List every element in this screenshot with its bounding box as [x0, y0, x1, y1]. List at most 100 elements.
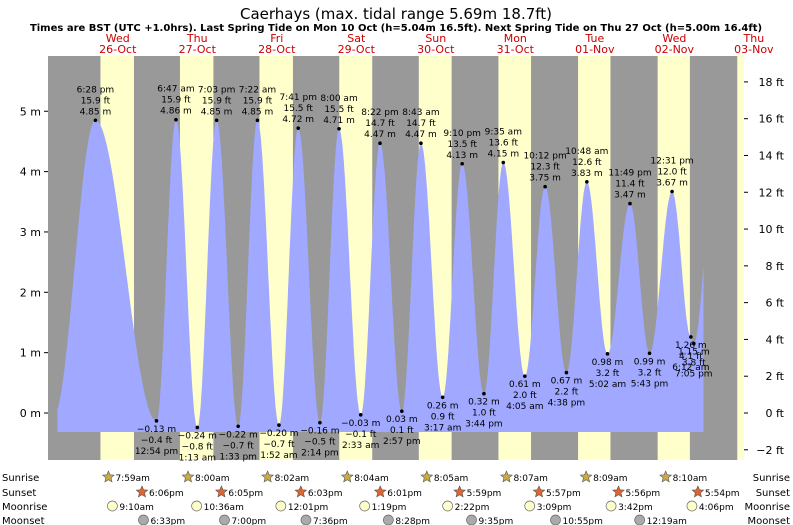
sunset-icon	[214, 485, 228, 498]
tide-height-ft: 14.7 ft	[365, 119, 395, 129]
tide-point	[358, 413, 363, 417]
tide-height-ft: 14.7 ft	[406, 119, 436, 129]
tide-time: 10:12 pm	[523, 152, 566, 162]
tide-point	[585, 180, 589, 184]
sunset-icon	[135, 485, 149, 498]
row-label-left: Moonset	[2, 516, 45, 525]
tide-point	[440, 395, 445, 400]
sunrise-icon	[181, 470, 195, 483]
tide-point	[482, 391, 486, 396]
tide-height-ft: 12.6 ft	[572, 158, 602, 168]
tide-time: 6:12 am	[672, 363, 709, 373]
right-tick-label: 0 ft	[766, 407, 785, 420]
moonset-time: 6:33pm	[150, 517, 185, 525]
tide-height-ft: 2.0 ft	[513, 391, 537, 401]
day-header-weekday: Wed	[662, 32, 686, 45]
sunrise-time: 8:07am	[513, 474, 548, 484]
day-headers: Wed26-OctThu27-OctFri28-OctSat29-OctSun3…	[99, 32, 774, 56]
tide-height-ft: 15.5 ft	[324, 105, 354, 115]
tide-height-m: −0.16 m	[300, 427, 339, 437]
moonset-icon	[383, 514, 394, 525]
sunrise-time: 8:09am	[593, 474, 628, 484]
left-axis: 0 m 1 m 2 m 3 m 4 m 5 m	[20, 105, 48, 420]
sunset-time: 6:05pm	[228, 489, 263, 499]
sunset-icon	[691, 485, 705, 498]
tide-height-m: 0.03 m	[386, 415, 418, 425]
moonrise-time: 9:10am	[119, 503, 154, 513]
tide-height-m: 0.32 m	[468, 398, 500, 408]
tide-point	[460, 161, 464, 166]
tide-point	[195, 425, 200, 430]
chart-title: Caerhays (max. tidal range 5.69m 18.7ft)	[240, 5, 552, 23]
tide-time: 7:03 pm	[198, 85, 236, 95]
tide-height-m: 0.99 m	[634, 357, 666, 367]
tide-height-ft: 15.9 ft	[243, 96, 273, 106]
astro-rows: Sunrise Sunrise 7:59am 8:00am 8:02am 8:04am 8:…	[2, 470, 790, 525]
sunrise-time: 7:59am	[115, 474, 150, 484]
row-label-left: Sunset	[2, 488, 36, 499]
tide-point	[255, 118, 260, 123]
tide-point	[670, 189, 674, 194]
tide-time: 7:05 pm	[675, 370, 713, 380]
tide-time: 8:22 pm	[361, 108, 399, 118]
right-tick-label: 14 ft	[759, 149, 785, 162]
tide-point	[337, 126, 341, 131]
moonrise-icon	[605, 500, 617, 512]
right-tick-label: 6 ft	[766, 297, 785, 310]
day-header-date: 26-Oct	[99, 43, 137, 56]
sunset-icon	[532, 485, 546, 498]
tide-point	[296, 126, 301, 130]
moonset-time: 7:00pm	[231, 517, 266, 525]
tide-height-m: −0.13 m	[137, 425, 176, 435]
sunset-icon	[373, 485, 387, 498]
tide-point	[400, 409, 404, 413]
tide-point	[628, 201, 632, 206]
moonrise-icon	[442, 500, 454, 512]
tide-height-ft: 0.1 ft	[390, 426, 414, 436]
tide-time: 2:14 pm	[301, 449, 339, 459]
tide-height-ft: 13.5 ft	[447, 140, 477, 150]
tide-point	[605, 352, 610, 356]
tide-height-ft: 3.2 ft	[638, 368, 662, 378]
moonrise-time: 3:42pm	[618, 503, 653, 513]
moonset-time: 7:36pm	[313, 517, 348, 525]
sunrise-icon	[261, 470, 275, 483]
tide-height-ft: 13.6 ft	[489, 139, 519, 149]
right-tick-label: 16 ft	[759, 113, 785, 126]
moonrise-time: 1:19pm	[372, 503, 407, 513]
moonrise-icon	[359, 500, 371, 512]
tide-height-ft: 15.5 ft	[283, 104, 313, 114]
tide-point	[378, 141, 382, 146]
sunrise-icon	[500, 470, 513, 483]
moonrise-icon	[275, 500, 287, 512]
tide-area	[57, 119, 704, 432]
sunset-time: 6:03pm	[308, 489, 343, 499]
sunrise-time: 8:04am	[354, 474, 389, 484]
sunrise-time: 8:00am	[195, 474, 230, 484]
moonrise-icon	[107, 500, 118, 512]
moonrise-icon	[524, 500, 536, 512]
tide-height-ft: 4.1 ft	[679, 352, 703, 362]
tide-height-m: 4.71 m	[323, 116, 355, 126]
sunrise-time: 8:02am	[275, 474, 310, 484]
sunset-icon	[294, 485, 308, 498]
sunset-icon	[612, 485, 625, 498]
sunrise-icon	[659, 470, 673, 483]
tide-height-m: 3.83 m	[571, 169, 603, 179]
tide-time: 7:22 am	[239, 85, 276, 95]
sunrise-icon	[420, 470, 434, 483]
tide-time: 1:33 pm	[219, 452, 257, 462]
day-header-weekday: Tue	[584, 32, 604, 45]
tide-time: 10:48 am	[565, 147, 608, 157]
left-tick-label: 5 m	[20, 105, 41, 118]
row-label-left: Sunrise	[2, 473, 39, 484]
day-header-date: 01-Nov	[575, 43, 615, 56]
day-header-weekday: Wed	[106, 32, 130, 45]
tide-height-ft: 15.9 ft	[202, 96, 232, 106]
sunset-time: 6:06pm	[149, 489, 184, 499]
right-tick-label: 18 ft	[759, 76, 785, 89]
right-axis: −2 ft 0 ft 2 ft 4 ft 6 ft 8 ft 10 ft 12 ft 14 ft…	[744, 76, 785, 457]
tide-height-ft: 12.0 ft	[657, 168, 687, 178]
